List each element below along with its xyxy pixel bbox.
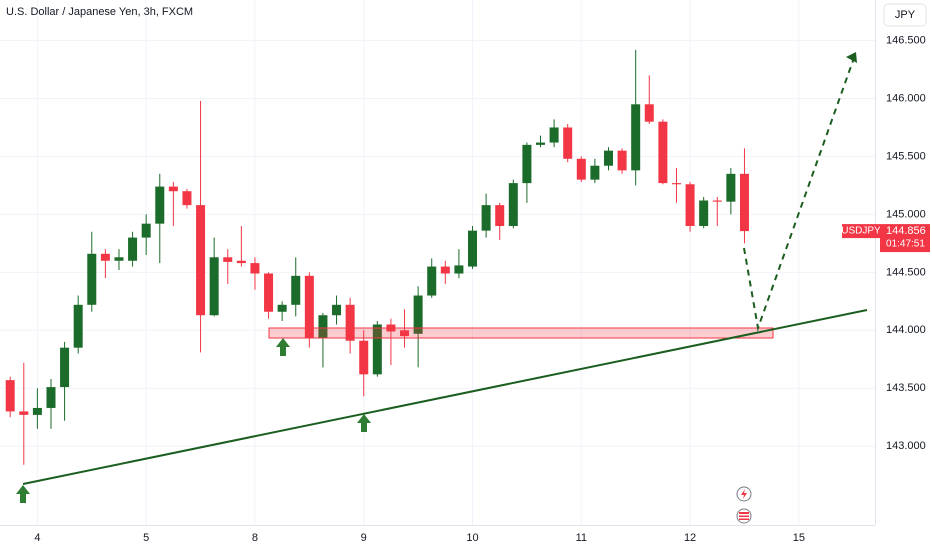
flag-stripe [739, 517, 749, 519]
currency-button[interactable] [883, 3, 927, 27]
y-tick-label: 144.500 [886, 266, 926, 278]
price-tag: USDJPY 144.856 01:47:51 [841, 224, 930, 253]
candle-body [372, 324, 382, 375]
candle-body [603, 150, 613, 166]
candle-body [332, 304, 342, 316]
symbol-tag [842, 224, 880, 239]
candle-body [427, 266, 437, 296]
event-icon-bolt [741, 489, 747, 499]
x-tick-label: 9 [361, 532, 367, 544]
candle-body [155, 186, 165, 224]
flag-stripe [739, 514, 749, 516]
candle-body [468, 230, 478, 267]
candle-body [671, 183, 681, 185]
candle-body [658, 121, 668, 184]
x-tick-label: 4 [34, 532, 40, 544]
candle-body [223, 257, 233, 262]
candle-body [712, 200, 722, 202]
x-tick-label: 8 [252, 532, 258, 544]
y-tick-label: 146.000 [886, 92, 926, 104]
candle-body [454, 265, 464, 274]
candle-body [100, 253, 110, 261]
candle-body [19, 411, 29, 415]
candle-body [576, 158, 586, 180]
last-price: 144.856 [886, 225, 926, 237]
y-tick-label: 143.500 [886, 382, 926, 394]
candle-body [168, 186, 178, 192]
x-tick-label: 11 [576, 532, 587, 544]
candle-body [726, 173, 736, 202]
candle-body [250, 263, 260, 274]
price-tag-box [880, 224, 930, 253]
x-tick-label: 12 [684, 532, 696, 544]
currency-label: JPY [895, 9, 916, 21]
candle-body [508, 183, 518, 226]
candle-body [32, 407, 42, 415]
candle-body [522, 144, 532, 184]
y-tick-label: 145.500 [886, 150, 926, 162]
candle-body [536, 142, 546, 145]
candle-body [495, 205, 505, 226]
grid [0, 0, 875, 525]
candle-body [617, 150, 627, 171]
support-zone [268, 327, 774, 339]
candle-body [277, 304, 287, 312]
candle-body [318, 315, 328, 339]
y-tick-label: 144.000 [886, 324, 926, 336]
up-arrow [16, 485, 30, 503]
x-tick-label: 15 [793, 532, 805, 544]
chart-title: U.S. Dollar / Japanese Yen, 3h, FXCM [6, 6, 193, 18]
candle-body [413, 295, 423, 334]
candle-body [699, 200, 709, 226]
projection-arrowhead [846, 52, 857, 63]
candle-body [46, 387, 56, 408]
candle-body [114, 257, 124, 261]
candle-body [631, 104, 641, 171]
arrows [16, 338, 371, 503]
candles [5, 49, 749, 465]
candle-body [73, 304, 83, 348]
candle-body [304, 275, 314, 339]
candle-body [345, 304, 355, 341]
candle-body [291, 275, 301, 305]
projection [743, 54, 856, 332]
countdown: 01:47:51 [886, 239, 925, 250]
candle-body [196, 205, 206, 316]
up-arrow [357, 414, 371, 432]
y-tick-label: 146.500 [886, 34, 926, 46]
candle-body [481, 205, 491, 231]
candle-body [739, 173, 749, 232]
symbol-label: USDJPY [841, 226, 881, 237]
candle-body [644, 104, 654, 122]
candle-body [359, 340, 369, 375]
candle-body [236, 260, 246, 264]
y-tick-label: 143.000 [886, 440, 926, 452]
candle-body [209, 257, 219, 316]
x-tick-label: 10 [466, 532, 478, 544]
candle-body [400, 330, 410, 337]
candle-body [87, 253, 97, 305]
candle-body [264, 273, 274, 312]
trend-line [22, 309, 868, 485]
candle-body [182, 191, 192, 206]
candle-body [549, 127, 559, 143]
candle-body [563, 127, 573, 159]
candle-body [128, 237, 138, 261]
x-tick-label: 5 [143, 532, 149, 544]
candle-body [5, 380, 15, 412]
candle-body [440, 266, 450, 274]
candle-body [60, 347, 70, 388]
up-arrow [276, 338, 290, 356]
flag-icon [739, 512, 749, 520]
y-tick-label: 145.000 [886, 208, 926, 220]
candle-body [685, 184, 695, 226]
candle-body [590, 165, 600, 180]
candle-body [141, 223, 151, 238]
